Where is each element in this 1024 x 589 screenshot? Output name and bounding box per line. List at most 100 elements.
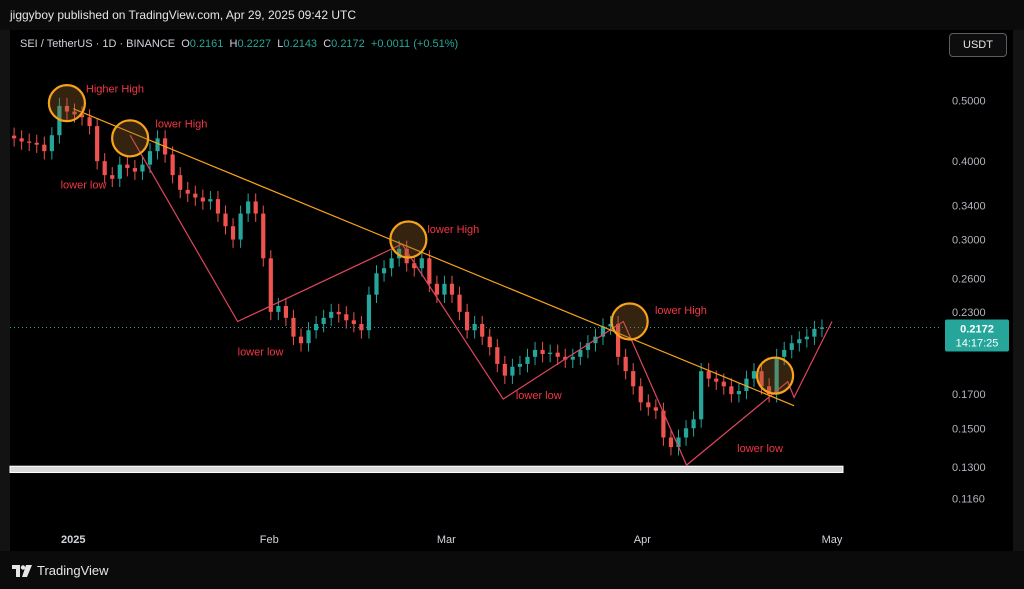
candle-body <box>253 201 258 214</box>
candle <box>336 303 341 323</box>
candle-body <box>321 317 326 324</box>
candle-body <box>230 226 236 240</box>
candle <box>374 265 379 303</box>
close-value: 0.2172 <box>331 38 365 50</box>
candle-body <box>608 323 613 327</box>
candle <box>683 420 689 446</box>
candle-body <box>570 356 575 360</box>
candle <box>699 363 704 428</box>
candle-body <box>291 317 296 337</box>
candle-body <box>804 336 809 340</box>
candle-body <box>472 323 477 331</box>
low-value: 0.2143 <box>283 38 318 50</box>
candle <box>638 378 643 411</box>
candle-body <box>517 363 523 367</box>
candle <box>661 402 666 446</box>
candle <box>653 399 658 419</box>
candle <box>102 153 107 184</box>
candle <box>465 303 470 339</box>
candle <box>676 429 681 456</box>
candle <box>570 348 575 368</box>
candle-body <box>721 381 726 387</box>
y-tick-label: 0.1160 <box>952 493 985 505</box>
y-tick-label: 0.2300 <box>952 307 986 319</box>
candle <box>261 205 266 267</box>
x-tick-label: Apr <box>634 534 651 546</box>
candle-body <box>819 327 825 329</box>
candle-body <box>487 336 492 348</box>
candle <box>502 355 507 384</box>
candle-body <box>646 402 651 408</box>
candle-body <box>49 135 54 152</box>
y-tick-label: 0.1500 <box>952 423 986 435</box>
candle <box>223 205 228 235</box>
candle-body <box>510 366 515 376</box>
candle <box>329 303 334 327</box>
candle-body <box>397 248 402 259</box>
candle-body <box>95 126 100 162</box>
candle-body <box>683 428 689 438</box>
candle-body <box>238 213 243 240</box>
candle-body <box>336 311 341 315</box>
candle <box>540 341 545 363</box>
candle <box>480 315 485 345</box>
y-tick-label: 0.2600 <box>952 273 986 285</box>
pivot-highlight-circle <box>755 356 795 395</box>
currency-button[interactable]: USDT <box>949 33 1007 57</box>
candle <box>170 146 175 184</box>
candle-body <box>638 386 643 403</box>
y-tick-label: 0.4000 <box>952 156 986 168</box>
pivot-highlight-circle <box>389 220 428 259</box>
candle-body <box>585 343 590 350</box>
candle <box>185 181 190 202</box>
chart-area[interactable] <box>10 30 1013 551</box>
candle-body <box>185 189 190 194</box>
candle-body <box>110 175 115 179</box>
candle-body <box>623 356 628 372</box>
candle <box>155 130 160 160</box>
candle-body <box>419 258 424 269</box>
candle-body <box>797 339 802 344</box>
close-label: C <box>323 38 332 50</box>
candle <box>616 315 621 366</box>
candle-body <box>72 111 77 115</box>
candle <box>87 109 92 135</box>
annotation-label: lower low <box>737 443 783 455</box>
high-value: 0.2227 <box>237 38 272 50</box>
candle <box>215 191 221 222</box>
candle-body <box>140 164 145 172</box>
candle <box>117 156 122 188</box>
candle <box>389 250 394 277</box>
candle <box>306 322 311 352</box>
annotation-label: lower High <box>427 224 479 236</box>
candle-body <box>64 105 70 112</box>
price-change: +0.0011 (+0.51%) <box>370 38 459 50</box>
candle <box>525 348 530 373</box>
candle-body <box>19 138 24 142</box>
brand[interactable]: TradingView <box>12 563 109 578</box>
candle <box>351 312 356 333</box>
candle-body <box>12 135 17 139</box>
candle-body <box>578 349 583 357</box>
candle <box>27 133 32 152</box>
y-tick-label: 0.5000 <box>952 95 986 107</box>
candle-body <box>631 371 636 387</box>
candle <box>19 130 24 150</box>
last-price-badge: 0.2172 14:17:25 <box>945 319 1009 352</box>
candle <box>517 355 523 376</box>
candle <box>230 218 236 248</box>
candle-body <box>774 356 779 395</box>
candle <box>147 143 153 173</box>
candle-body <box>374 273 379 295</box>
candle-body <box>532 349 538 357</box>
annotation-label: lower low <box>61 179 107 191</box>
candle-body <box>27 141 32 143</box>
candle <box>283 297 288 327</box>
candle-body <box>268 258 273 312</box>
candle-body <box>812 328 817 337</box>
candle-body <box>155 138 160 152</box>
candle <box>412 255 417 277</box>
candle <box>344 306 349 329</box>
candle <box>442 275 447 303</box>
